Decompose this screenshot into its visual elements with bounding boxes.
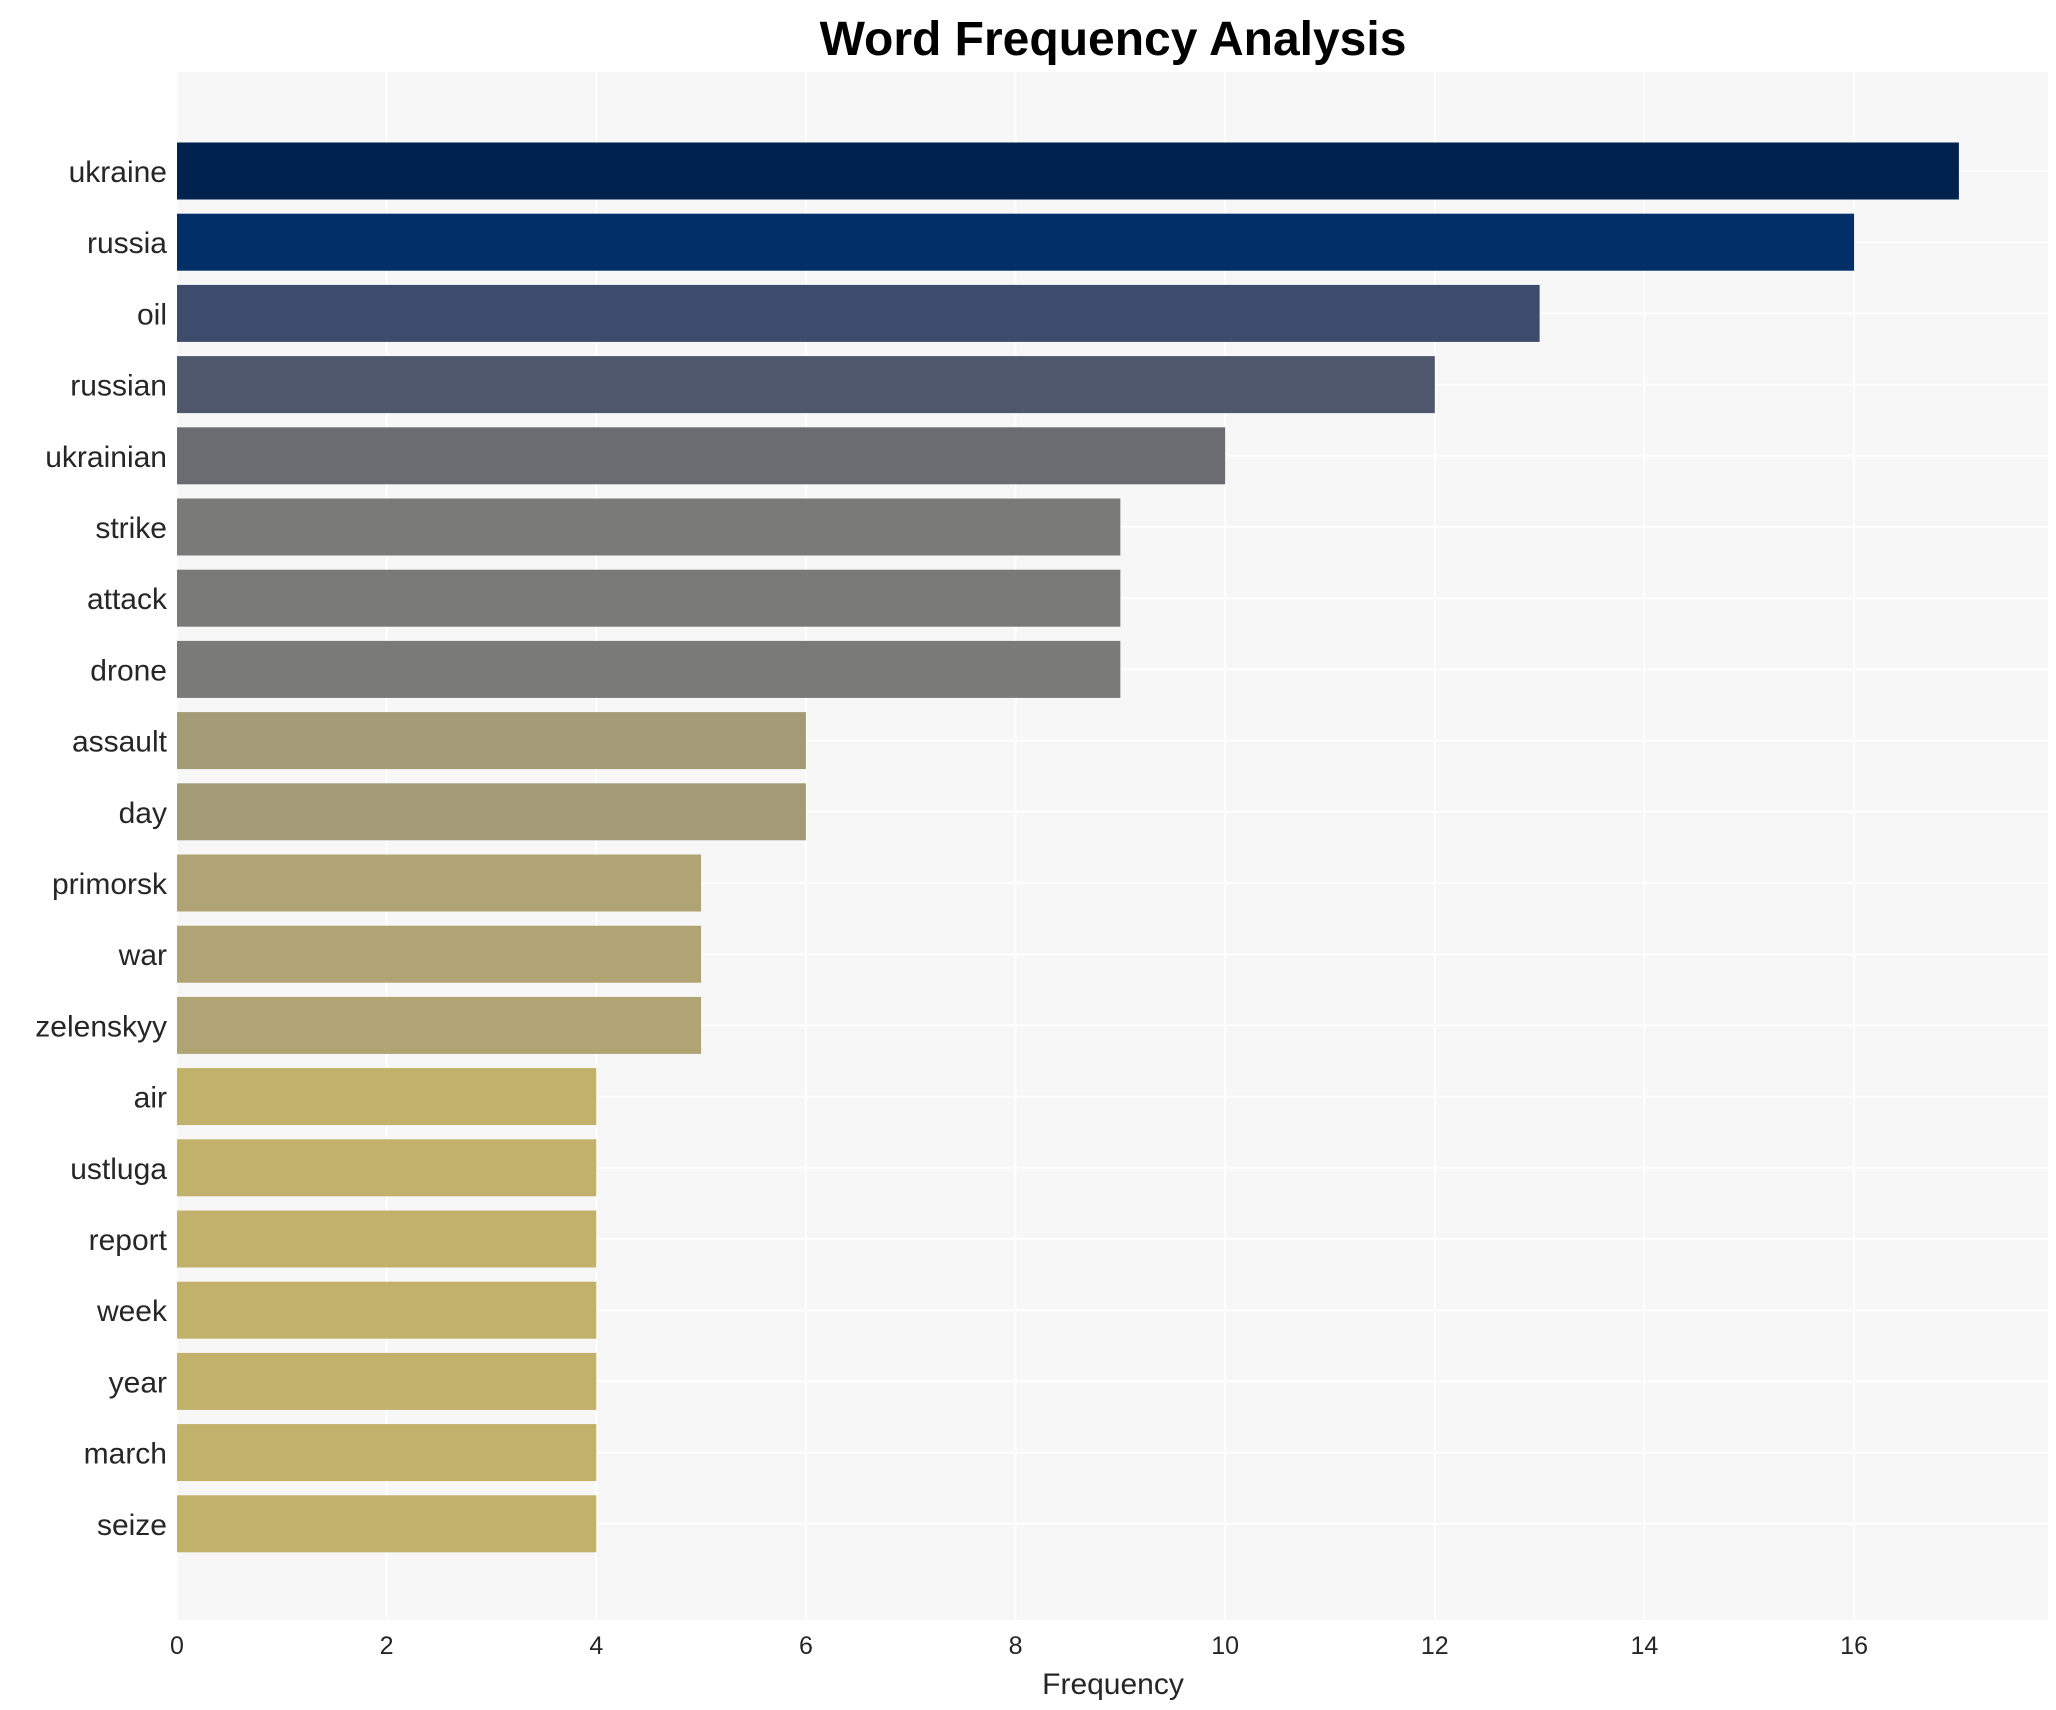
category-labels: ukraine russia oil russian ukrainian strike at… xyxy=(35,156,168,1542)
category-label: ukraine xyxy=(69,156,167,189)
x-axis-label: Frequency xyxy=(1042,1668,1184,1701)
category-label: zelenskyy xyxy=(35,1010,167,1043)
x-tick-label: 14 xyxy=(1631,1632,1659,1660)
bar-strike xyxy=(177,498,1121,556)
x-tick-label: 2 xyxy=(380,1632,394,1660)
x-tick-labels: 0 2 4 6 8 10 12 14 16 xyxy=(170,1632,1868,1660)
bar-assault xyxy=(177,712,806,770)
bar-year xyxy=(177,1352,597,1410)
bar-march xyxy=(177,1424,597,1482)
x-tick-label: 12 xyxy=(1421,1632,1449,1660)
bar-ukraine xyxy=(177,142,1959,200)
category-label: march xyxy=(84,1438,167,1471)
category-label: drone xyxy=(90,654,167,687)
category-label: day xyxy=(119,797,167,830)
category-label: ukrainian xyxy=(45,441,167,474)
bar-war xyxy=(177,925,702,983)
chart-title: Word Frequency Analysis xyxy=(820,13,1407,66)
x-tick-label: 0 xyxy=(170,1632,184,1660)
bar-russia xyxy=(177,213,1855,271)
bar-oil xyxy=(177,284,1540,342)
category-label: week xyxy=(96,1295,168,1328)
category-label: oil xyxy=(137,298,167,331)
bar-air xyxy=(177,1068,597,1126)
category-label: strike xyxy=(95,512,167,545)
x-tick-label: 6 xyxy=(799,1632,813,1660)
bar-drone xyxy=(177,640,1121,698)
category-label: primorsk xyxy=(52,868,168,901)
bar-ustluga xyxy=(177,1139,597,1197)
category-label: assault xyxy=(72,726,168,759)
bar-ukrainian xyxy=(177,427,1226,485)
category-label: ustluga xyxy=(70,1153,167,1186)
category-label: year xyxy=(109,1366,167,1399)
category-label: russia xyxy=(87,227,167,260)
category-label: war xyxy=(118,939,167,972)
bar-zelenskyy xyxy=(177,996,702,1054)
category-label: air xyxy=(134,1082,167,1115)
bar-week xyxy=(177,1281,597,1339)
x-tick-label: 10 xyxy=(1211,1632,1239,1660)
category-label: russian xyxy=(70,370,167,403)
x-tick-label: 4 xyxy=(589,1632,603,1660)
category-label: seize xyxy=(97,1509,167,1542)
x-tick-label: 8 xyxy=(1009,1632,1023,1660)
bar-attack xyxy=(177,569,1121,627)
x-tick-label: 16 xyxy=(1840,1632,1868,1660)
bar-primorsk xyxy=(177,854,702,912)
bar-seize xyxy=(177,1495,597,1553)
bar-russian xyxy=(177,356,1435,414)
category-label: attack xyxy=(87,583,168,616)
bars xyxy=(177,142,1959,1553)
bar-report xyxy=(177,1210,597,1268)
category-label: report xyxy=(89,1224,168,1257)
bar-day xyxy=(177,783,806,841)
